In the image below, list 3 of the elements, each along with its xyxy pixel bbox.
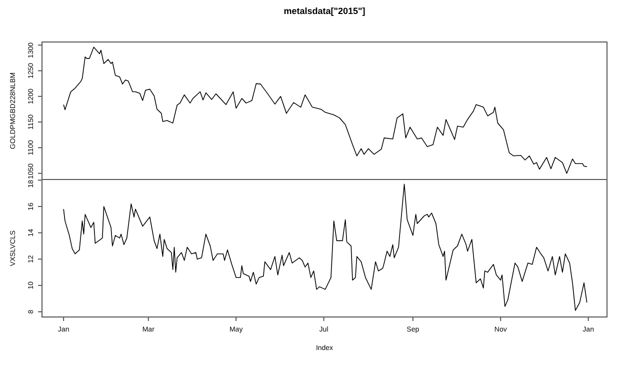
chart-title: metalsdata["2015"]	[284, 6, 366, 16]
line-series	[63, 184, 588, 311]
line-series	[63, 46, 588, 174]
